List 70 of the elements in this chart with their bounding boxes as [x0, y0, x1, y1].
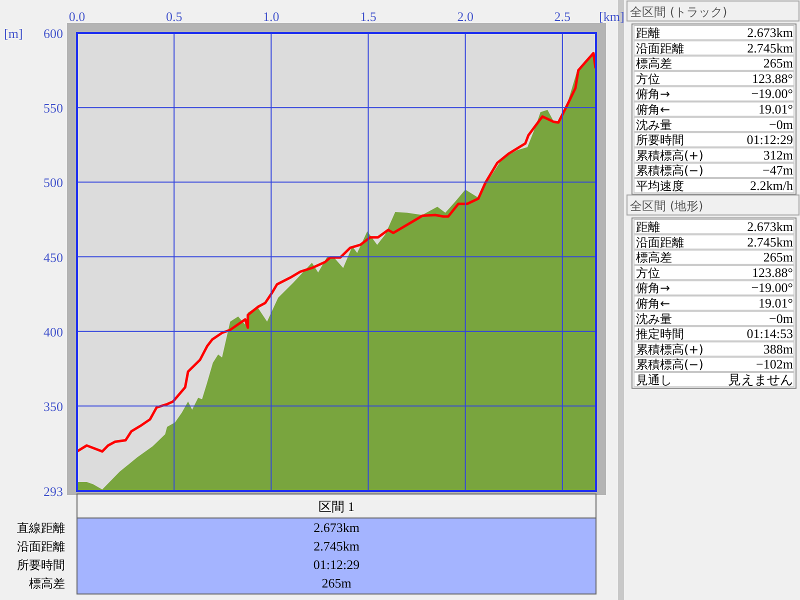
text: 01:14:53: [746, 326, 793, 342]
text: 標高差: [636, 250, 672, 265]
text: 見通し: [636, 373, 672, 387]
text: −19.00°: [751, 86, 793, 102]
y-tick-label: 450: [44, 250, 63, 265]
x-axis-title: [km]: [599, 9, 624, 24]
text: 2.745km: [747, 234, 793, 250]
x-tick-label: 2.5: [554, 9, 571, 24]
text: 265m: [322, 576, 352, 590]
text: −47m: [762, 162, 793, 178]
text: 距離: [636, 220, 660, 234]
y-tick-label: 400: [44, 324, 63, 340]
text: 方位: [636, 72, 660, 86]
y-axis-title: [m]: [4, 26, 23, 41]
text: 2.745km: [747, 40, 793, 56]
text: 沿面距離: [636, 235, 684, 250]
x-tick-label: 1.5: [360, 9, 376, 24]
text: 01:12:29: [746, 132, 793, 148]
text: 平均速度: [636, 179, 684, 193]
text: 区間 1: [318, 499, 354, 514]
y-tick-label: 550: [44, 100, 63, 116]
text: 所要時間: [636, 133, 684, 148]
text: 所要時間: [17, 558, 65, 572]
text: 俯角←: [636, 296, 670, 310]
text: 累積標高(−): [636, 358, 704, 372]
text: 方位: [636, 266, 660, 280]
text: −0m: [769, 116, 793, 132]
text: 距離: [636, 26, 660, 40]
text: −102m: [756, 356, 793, 372]
text: 2.745km: [314, 538, 360, 554]
x-tick-label: 2.0: [457, 9, 474, 24]
text: 2.673km: [747, 25, 793, 40]
text: 見えません: [728, 372, 793, 387]
text: 推定時間: [636, 327, 684, 342]
y-tick-label: 293: [44, 484, 63, 499]
text: 123.88°: [752, 70, 793, 86]
text: 全区間 (トラック): [630, 5, 728, 19]
text: 累積標高(−): [636, 164, 704, 178]
text: 俯角←: [636, 102, 670, 116]
y-tick-label: 600: [44, 26, 63, 41]
text: 累積標高(+): [636, 148, 704, 162]
y-tick-label: 500: [44, 175, 63, 190]
text: 265m: [763, 56, 793, 71]
text: −19.00°: [751, 280, 793, 296]
text: 俯角→: [636, 281, 670, 296]
x-tick-label: 1.0: [263, 9, 280, 24]
y-tick-label: 350: [44, 398, 63, 414]
text: 累積標高(+): [636, 342, 704, 356]
text: 沿面距離: [636, 41, 684, 56]
text: 沿面距離: [17, 540, 65, 554]
text: 2.673km: [314, 520, 360, 535]
text: 19.01°: [758, 102, 793, 116]
text: 直線距離: [17, 521, 65, 535]
text: 388m: [763, 341, 793, 356]
text: −0m: [769, 310, 793, 326]
text: 俯角→: [636, 87, 670, 102]
text: 標高差: [636, 56, 672, 71]
text: 123.88°: [752, 264, 793, 280]
text: 沈み量: [636, 118, 672, 132]
x-tick-label: 0.0: [68, 9, 86, 24]
x-tick-label: 0.5: [166, 9, 182, 24]
text: 312m: [763, 147, 793, 162]
text: 標高差: [29, 576, 65, 590]
text: 2.673km: [747, 219, 793, 234]
text: 265m: [763, 250, 793, 265]
text: 01:12:29: [313, 557, 360, 572]
text: 2.2km/h: [750, 178, 794, 193]
text: 19.01°: [758, 296, 793, 310]
text: 沈み量: [636, 312, 672, 326]
text: 全区間 (地形): [630, 199, 704, 213]
